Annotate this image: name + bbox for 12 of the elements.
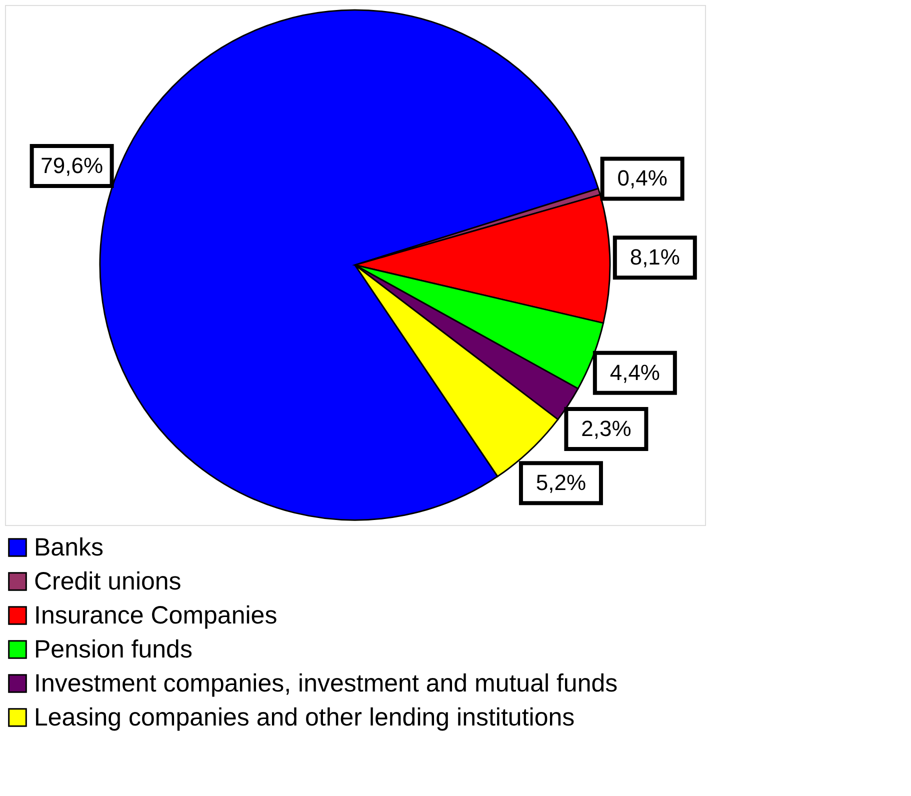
data-label: 4,4% bbox=[610, 360, 660, 385]
data-label: 79,6% bbox=[40, 152, 104, 178]
legend-label: Leasing companies and other lending institutions bbox=[34, 704, 575, 732]
data-label: 5,2% bbox=[536, 470, 586, 496]
legend-label: Banks bbox=[34, 534, 104, 562]
legend-label: Insurance Companies bbox=[34, 602, 278, 630]
legend-label: Pension funds bbox=[34, 636, 192, 664]
data-label: 8,1% bbox=[630, 244, 680, 270]
data-label: 0,4% bbox=[617, 166, 668, 191]
legend-label: Investment companies, investment and mutual funds bbox=[34, 670, 618, 698]
legend-label: Credit unions bbox=[34, 568, 182, 596]
data-label: 2,3% bbox=[581, 416, 632, 442]
